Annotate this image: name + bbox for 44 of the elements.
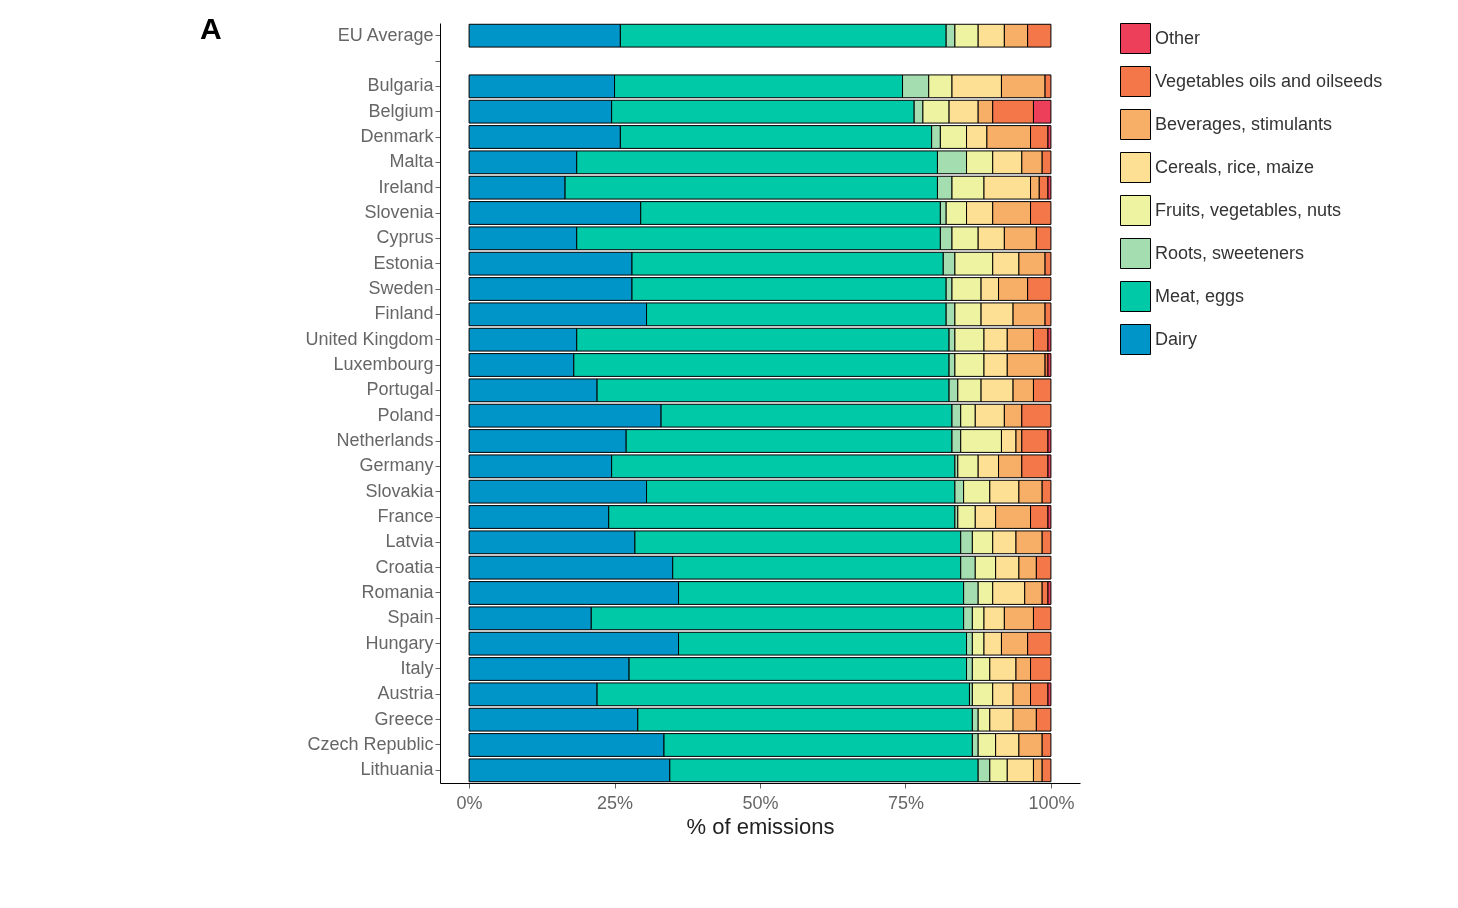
y-tick-label: Belgium xyxy=(368,100,434,121)
y-tick-label: Denmark xyxy=(360,126,435,146)
legend-label: Other xyxy=(1155,27,1201,48)
legend-label: Fruits, vegetables, nuts xyxy=(1155,199,1342,220)
y-tick-label: Poland xyxy=(377,404,434,425)
x-tick-label: 75% xyxy=(887,792,924,813)
y-tick-label: France xyxy=(377,506,434,526)
legend-label: Cereals, rice, maize xyxy=(1155,156,1315,177)
y-tick-label: Cyprus xyxy=(376,227,434,248)
y-tick-label: Portugal xyxy=(366,379,434,400)
legend-label: Roots, sweeteners xyxy=(1155,242,1305,263)
y-tick-label: Malta xyxy=(389,151,435,172)
y-tick-label: Croatia xyxy=(375,556,435,577)
x-tick-label: 50% xyxy=(742,792,779,813)
text: A xyxy=(200,12,222,45)
y-tick-label: Sweden xyxy=(368,278,434,298)
y-tick-label: Luxembourg xyxy=(333,354,434,374)
legend-label: Dairy xyxy=(1155,328,1198,349)
y-tick-label: Finland xyxy=(374,303,434,324)
y-tick-label: Ireland xyxy=(378,176,434,197)
y-tick-label: Spain xyxy=(387,607,434,628)
y-tick-label: Romania xyxy=(361,582,435,602)
y-tick-label: Greece xyxy=(374,708,434,729)
y-tick-label: Lithuania xyxy=(360,759,435,780)
y-tick-label: Italy xyxy=(400,658,434,678)
x-axis-title: % of emissions xyxy=(686,813,835,839)
y-tick-label: Bulgaria xyxy=(367,75,435,96)
y-tick-label: United Kingdom xyxy=(305,328,434,349)
y-tick-label: Austria xyxy=(377,683,435,704)
x-tick-label: 25% xyxy=(597,792,634,813)
legend-label: Meat, eggs xyxy=(1155,285,1245,306)
y-tick-label: Germany xyxy=(359,455,434,476)
y-tick-label: Hungary xyxy=(365,632,434,653)
y-tick-label: Netherlands xyxy=(336,430,434,450)
y-tick-label: Estonia xyxy=(373,252,435,273)
y-tick-label: Latvia xyxy=(385,531,435,552)
y-tick-label: Czech Republic xyxy=(307,734,434,754)
y-tick-label: Slovakia xyxy=(365,480,435,501)
y-tick-label: Slovenia xyxy=(364,202,435,222)
legend-label: Vegetables oils and oilseeds xyxy=(1155,70,1383,91)
legend-label: Beverages, stimulants xyxy=(1155,113,1333,134)
y-tick-label: EU Average xyxy=(337,24,434,45)
x-tick-label: 0% xyxy=(456,792,483,813)
x-tick-label: 100% xyxy=(1028,792,1075,813)
